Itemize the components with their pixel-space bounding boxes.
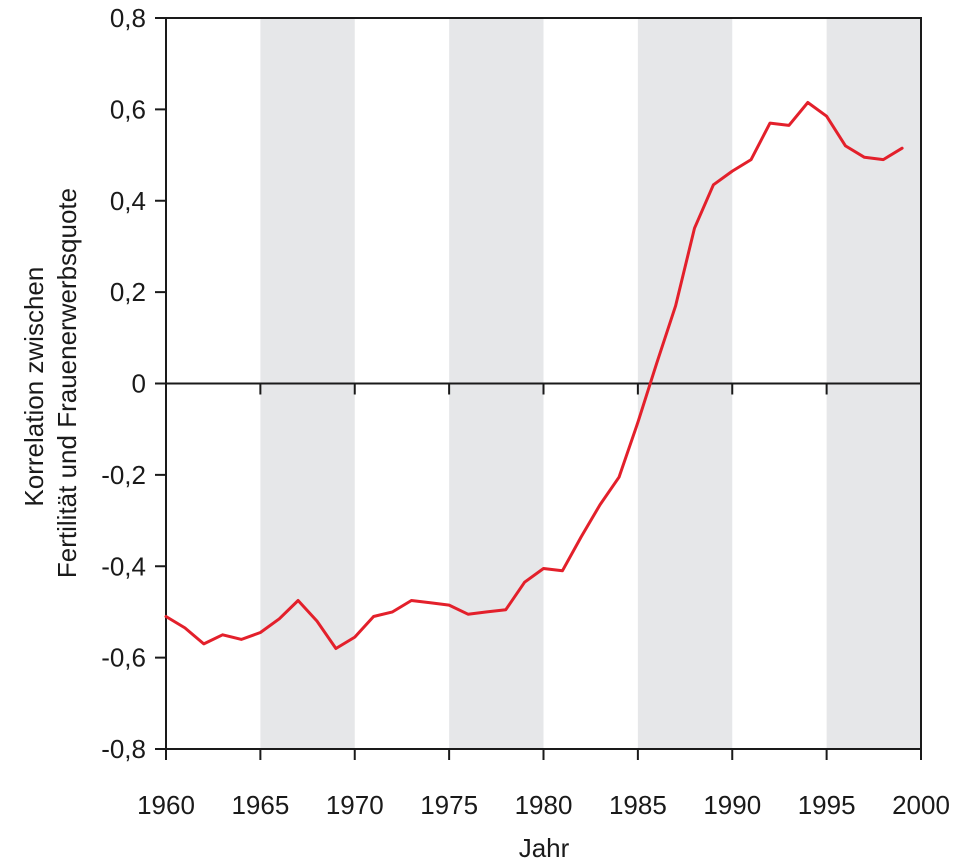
- y-tick-label: -0,6: [101, 643, 146, 673]
- x-tick-label: 1995: [798, 790, 856, 820]
- y-tick-label: 0: [132, 369, 146, 399]
- x-tick-label: 1965: [231, 790, 289, 820]
- y-tick-label: -0,2: [101, 460, 146, 490]
- y-tick-label: -0,8: [101, 734, 146, 764]
- y-tick-label: 0,8: [110, 3, 146, 33]
- x-axis-title: Jahr: [519, 833, 570, 861]
- x-tick-label: 2000: [892, 790, 950, 820]
- y-tick-label: 0,2: [110, 277, 146, 307]
- data-series: [164, 101, 904, 650]
- tick-labels: 0,8 0,6 0,4 0,2 0 -0,2 -0,4 -0,6 -0,8 1960 1965 197…: [101, 3, 950, 820]
- x-tick-label: 1980: [515, 790, 573, 820]
- y-axis-title-line-1: Korrelation zwischen: [19, 267, 49, 507]
- x-tick-label: 1975: [420, 790, 478, 820]
- axes: [155, 17, 922, 760]
- x-tick-label: 1960: [137, 790, 195, 820]
- y-tick-label: -0,4: [101, 551, 146, 581]
- y-axis-title-line-2: Fertilität und Frauenerwerbsquote: [52, 188, 82, 578]
- y-axis-title: Korrelation zwischen Fertilität und Frau…: [19, 188, 82, 578]
- x-tick-label: 1990: [703, 790, 761, 820]
- x-tick-label: 1985: [609, 790, 667, 820]
- x-tick-label: 1970: [326, 790, 384, 820]
- series-line-0: [164, 101, 904, 650]
- y-tick-label: 0,4: [110, 186, 146, 216]
- y-tick-label: 0,6: [110, 94, 146, 124]
